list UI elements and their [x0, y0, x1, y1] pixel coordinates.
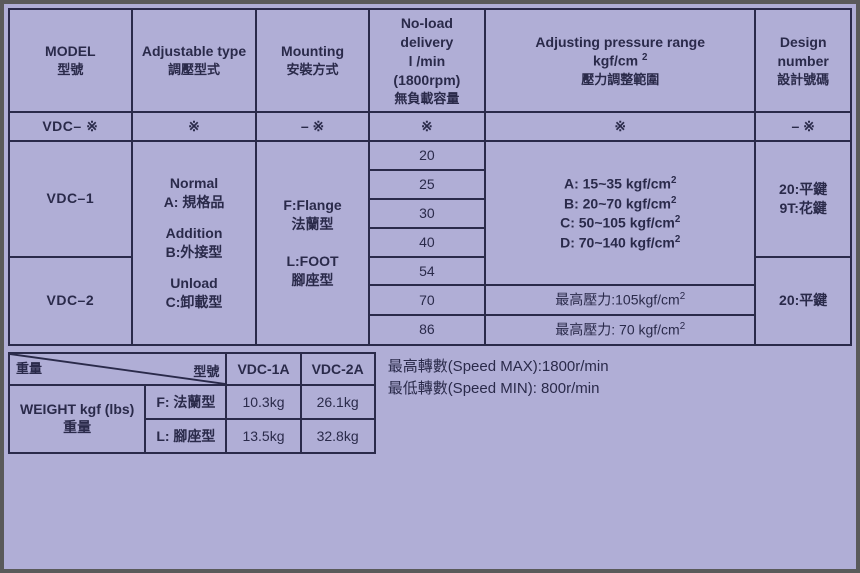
- weight-l-label: L: 腳座型: [145, 419, 226, 453]
- weight-diag-left: 重量: [16, 358, 42, 377]
- header-noload-zh: 無負載容量: [376, 90, 478, 108]
- weight-f-label: F: 法蘭型: [145, 385, 226, 419]
- design-vdc1: 20:平鍵 9T:花鍵: [755, 141, 851, 257]
- pressure-b-sup: 2: [671, 195, 676, 206]
- placeholder-design: – ※: [755, 112, 851, 141]
- placeholder-noload: ※: [369, 112, 485, 141]
- noload-v2-70: 70: [369, 285, 485, 315]
- weight-f-vdc2: 26.1kg: [301, 385, 375, 419]
- speed-max: 最高轉數(Speed MAX):1800r/min: [388, 356, 609, 379]
- header-model: MODEL 型號: [9, 9, 132, 112]
- design-vdc1-a: 20:平鍵: [762, 180, 844, 199]
- max-pressure-1: 最高壓力:105kgf/cm2: [485, 285, 755, 315]
- design-vdc2-a: 20:平鍵: [762, 291, 844, 310]
- mount-foot-zh: 腳座型: [292, 272, 334, 288]
- placeholder-row: VDC– ※ ※ – ※ ※ ※ – ※: [9, 112, 851, 141]
- header-noload-rpm: (1800rpm): [376, 71, 478, 90]
- pressure-d: D: 70~140 kgf/cm2: [492, 233, 748, 253]
- adj-unload-en: Unload: [170, 275, 217, 291]
- weight-col-vdc2a: VDC-2A: [301, 353, 375, 385]
- pressure-d-text: D: 70~140 kgf/cm: [560, 234, 675, 250]
- header-noload-unit: l /min: [376, 52, 478, 71]
- weight-label-zh: 重量: [20, 417, 134, 437]
- header-design-en: Design number: [762, 33, 844, 71]
- header-pressure: Adjusting pressure range kgf/cm 2 壓力調整範圍: [485, 9, 755, 112]
- header-model-en: MODEL: [16, 42, 125, 61]
- placeholder-press: ※: [485, 112, 755, 141]
- pressure-c-text: C: 50~105 kgf/cm: [560, 215, 675, 231]
- adjustable-types: Normal A: 規格品 Addition B:外接型 Unload C:卸載…: [132, 141, 257, 345]
- noload-v1-20: 20: [369, 141, 485, 170]
- weight-f-vdc1: 10.3kg: [226, 385, 300, 419]
- noload-v2-86: 86: [369, 315, 485, 345]
- pressure-d-sup: 2: [675, 234, 680, 245]
- header-adjustable-zh: 調壓型式: [139, 61, 250, 79]
- adj-addition-en: Addition: [166, 225, 223, 241]
- max-pressure-2: 最高壓力: 70 kgf/cm2: [485, 315, 755, 345]
- header-noload-en: No-load delivery: [376, 14, 478, 52]
- main-spec-table: MODEL 型號 Adjustable type 調壓型式 Mounting 安…: [8, 8, 852, 346]
- max-pressure-2-sup: 2: [680, 321, 685, 332]
- pressure-a-text: A: 15~35 kgf/cm: [564, 176, 671, 192]
- weight-l-vdc1: 13.5kg: [226, 419, 300, 453]
- max-pressure-1-sup: 2: [680, 291, 685, 302]
- bottom-section: 重量 型號 VDC-1A VDC-2A WEIGHT kgf (lbs) 重量 …: [8, 352, 852, 454]
- weight-diag-header: 重量 型號: [9, 353, 226, 385]
- weight-table: 重量 型號 VDC-1A VDC-2A WEIGHT kgf (lbs) 重量 …: [8, 352, 376, 454]
- weight-col-vdc1a: VDC-1A: [226, 353, 300, 385]
- speed-notes: 最高轉數(Speed MAX):1800r/min 最低轉數(Speed MIN…: [388, 352, 609, 401]
- header-mounting-en: Mounting: [263, 42, 361, 61]
- adj-addition-zh: B:外接型: [166, 244, 223, 260]
- pressure-unit-text: kgf/cm: [593, 53, 638, 69]
- pressure-range-list: A: 15~35 kgf/cm2 B: 20~70 kgf/cm2 C: 50~…: [485, 141, 755, 285]
- header-adjustable: Adjustable type 調壓型式: [132, 9, 257, 112]
- weight-l-vdc2: 32.8kg: [301, 419, 375, 453]
- header-design: Design number 設計號碼: [755, 9, 851, 112]
- header-mounting-zh: 安裝方式: [263, 61, 361, 79]
- pressure-b: B: 20~70 kgf/cm2: [492, 194, 748, 214]
- row-vdc1-1: VDC–1 Normal A: 規格品 Addition B:外接型 Unloa…: [9, 141, 851, 170]
- design-vdc2: 20:平鍵: [755, 257, 851, 345]
- model-vdc2: VDC–2: [9, 257, 132, 345]
- pressure-a-sup: 2: [671, 175, 676, 186]
- placeholder-adj: ※: [132, 112, 257, 141]
- header-design-zh: 設計號碼: [762, 71, 844, 89]
- weight-diag-right: 型號: [193, 361, 219, 380]
- speed-min: 最低轉數(Speed MIN): 800r/min: [388, 378, 609, 401]
- pressure-unit-sup: 2: [642, 52, 647, 63]
- pressure-c: C: 50~105 kgf/cm2: [492, 213, 748, 233]
- header-pressure-en: Adjusting pressure range: [492, 33, 748, 52]
- design-vdc1-b: 9T:花鍵: [762, 199, 844, 218]
- placeholder-mount: – ※: [256, 112, 368, 141]
- header-pressure-zh: 壓力調整範圍: [492, 71, 748, 89]
- adj-normal-zh: A: 規格品: [164, 194, 225, 210]
- pressure-c-sup: 2: [675, 214, 680, 225]
- header-pressure-unit: kgf/cm 2: [492, 51, 748, 71]
- mounting-types: F:Flange 法蘭型 L:FOOT 腳座型: [256, 141, 368, 345]
- spec-sheet: MODEL 型號 Adjustable type 調壓型式 Mounting 安…: [0, 0, 860, 573]
- adj-unload-zh: C:卸載型: [166, 294, 223, 310]
- placeholder-model: VDC– ※: [9, 112, 132, 141]
- pressure-b-text: B: 20~70 kgf/cm: [564, 195, 671, 211]
- mount-flange-en: F:Flange: [283, 197, 341, 213]
- weight-label-en: WEIGHT kgf (lbs): [20, 401, 134, 417]
- noload-v1-30: 30: [369, 199, 485, 228]
- max-pressure-2-text: 最高壓力: 70 kgf/cm: [555, 322, 679, 338]
- header-adjustable-en: Adjustable type: [139, 42, 250, 61]
- noload-v1-25: 25: [369, 170, 485, 199]
- model-vdc1: VDC–1: [9, 141, 132, 257]
- header-model-zh: 型號: [16, 61, 125, 79]
- header-mounting: Mounting 安裝方式: [256, 9, 368, 112]
- adj-normal-en: Normal: [170, 175, 218, 191]
- header-noload: No-load delivery l /min (1800rpm) 無負載容量: [369, 9, 485, 112]
- noload-v2-54: 54: [369, 257, 485, 286]
- mount-foot-en: L:FOOT: [286, 253, 338, 269]
- mount-flange-zh: 法蘭型: [292, 216, 334, 232]
- noload-v1-40: 40: [369, 228, 485, 257]
- pressure-a: A: 15~35 kgf/cm2: [492, 174, 748, 194]
- weight-row-label: WEIGHT kgf (lbs) 重量: [9, 385, 145, 453]
- max-pressure-1-text: 最高壓力:105kgf/cm: [555, 292, 679, 308]
